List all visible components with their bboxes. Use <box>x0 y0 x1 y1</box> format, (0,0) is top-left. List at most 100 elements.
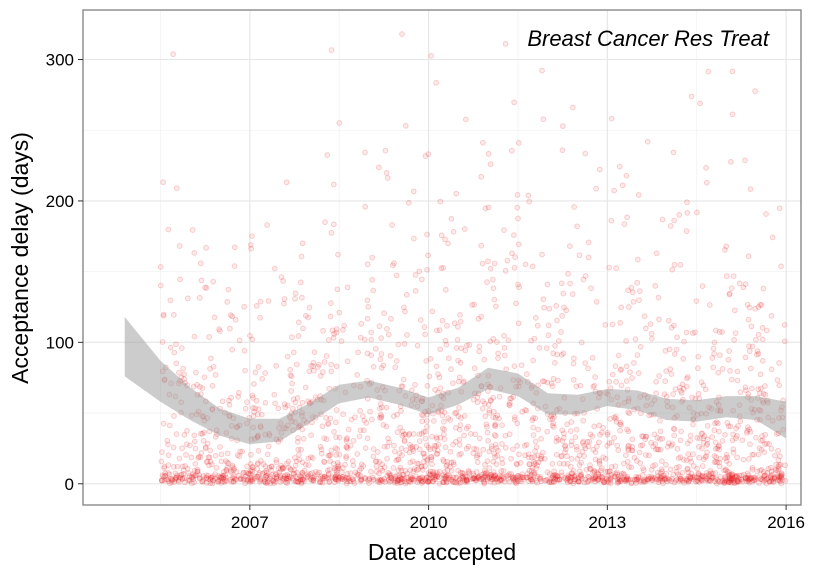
data-point <box>651 431 658 438</box>
data-point <box>368 352 375 359</box>
data-point <box>747 429 754 435</box>
data-point <box>201 429 207 436</box>
data-point <box>759 324 766 331</box>
data-point <box>273 363 280 369</box>
data-point <box>698 379 705 385</box>
data-point <box>581 479 588 486</box>
data-point <box>776 360 782 366</box>
data-point <box>224 459 231 466</box>
data-point <box>494 412 501 419</box>
data-point <box>333 434 339 441</box>
x-tick-label: 2013 <box>588 513 626 532</box>
data-point <box>360 427 367 434</box>
data-point <box>457 318 464 325</box>
data-point <box>484 279 490 285</box>
data-point <box>299 469 306 476</box>
data-point <box>578 471 585 478</box>
data-point <box>623 378 630 384</box>
data-point <box>549 416 556 422</box>
data-point <box>368 329 375 336</box>
data-point <box>487 472 494 478</box>
data-point <box>517 476 524 483</box>
data-point <box>723 458 730 464</box>
data-point <box>693 298 700 304</box>
data-point <box>611 414 618 421</box>
data-point <box>388 315 394 322</box>
data-point <box>288 373 295 380</box>
data-point <box>756 474 763 480</box>
data-point <box>325 470 332 477</box>
data-point <box>194 466 201 473</box>
data-point <box>551 479 558 485</box>
data-point <box>699 445 705 452</box>
data-point <box>596 166 603 173</box>
data-point <box>490 336 497 342</box>
data-point <box>760 285 767 292</box>
data-point <box>344 445 351 452</box>
data-point <box>393 457 400 464</box>
data-point <box>578 339 585 346</box>
data-point <box>294 395 301 401</box>
data-point <box>725 356 732 363</box>
data-point <box>499 441 505 447</box>
data-point <box>444 322 450 329</box>
data-point <box>551 424 557 430</box>
data-point <box>564 460 571 467</box>
data-point <box>412 288 419 294</box>
data-point <box>334 465 341 472</box>
data-point <box>360 463 367 469</box>
data-point <box>621 472 628 478</box>
data-point <box>181 376 187 382</box>
data-point <box>165 441 171 448</box>
data-point <box>778 474 785 480</box>
data-point <box>515 215 521 222</box>
data-point <box>510 474 517 481</box>
data-point <box>354 451 361 457</box>
data-point <box>709 355 716 361</box>
data-point <box>410 431 417 437</box>
data-point <box>331 479 338 486</box>
data-point <box>745 477 752 484</box>
data-point <box>390 413 397 419</box>
data-point <box>562 446 569 453</box>
data-point <box>702 454 709 461</box>
data-point <box>450 441 456 448</box>
data-point <box>565 476 571 482</box>
data-point <box>173 474 180 481</box>
data-point <box>299 470 306 476</box>
data-point <box>198 277 205 284</box>
data-point <box>586 477 593 484</box>
data-point <box>768 313 775 319</box>
data-point <box>427 356 434 362</box>
data-point <box>244 463 250 470</box>
data-point <box>249 336 256 343</box>
data-point <box>388 475 395 482</box>
data-point <box>177 474 183 481</box>
data-point <box>299 476 306 483</box>
data-point <box>481 467 488 474</box>
data-point <box>263 480 269 486</box>
data-point <box>265 443 272 450</box>
data-point <box>555 436 562 443</box>
data-point <box>265 298 272 304</box>
data-point <box>419 478 426 485</box>
data-point <box>344 474 350 481</box>
data-point <box>680 355 687 362</box>
data-point <box>248 477 255 484</box>
data-point <box>463 425 470 432</box>
data-point <box>778 480 785 487</box>
data-point <box>491 432 498 438</box>
data-point <box>472 477 479 484</box>
data-point <box>485 151 492 157</box>
data-point <box>352 414 358 421</box>
data-point <box>706 471 713 478</box>
data-point <box>557 476 563 483</box>
data-point <box>501 227 507 233</box>
data-point <box>299 399 306 406</box>
data-point <box>223 474 229 481</box>
data-point <box>618 304 625 311</box>
data-point <box>473 477 479 484</box>
data-point <box>736 472 743 479</box>
data-point <box>511 264 518 271</box>
data-point <box>746 426 752 433</box>
